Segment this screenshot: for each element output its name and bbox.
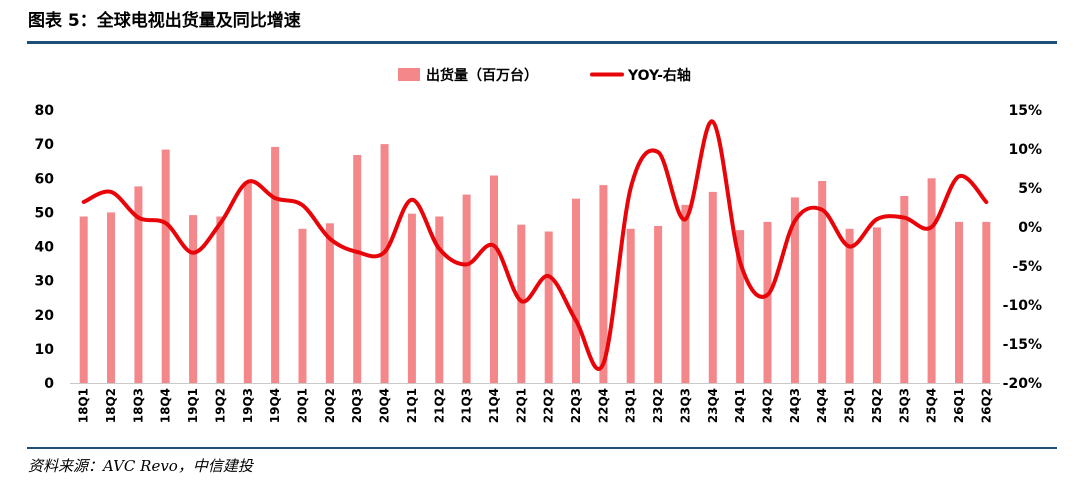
bar [572, 198, 580, 383]
bar [325, 223, 334, 383]
right-tick-label: -5% [1012, 259, 1042, 275]
legend-bar-swatch [398, 68, 420, 81]
left-tick-label: 80 [35, 103, 55, 119]
line-series [81, 119, 989, 371]
x-tick-label: 25Q3 [897, 388, 911, 423]
left-tick-label: 30 [35, 274, 55, 290]
x-tick-label: 20Q2 [323, 388, 337, 423]
left-tick-label: 40 [35, 240, 55, 256]
right-tick-label: -15% [1003, 337, 1042, 353]
x-tick-label: 18Q4 [159, 388, 173, 423]
x-tick-label: 20Q3 [350, 388, 364, 423]
bar [462, 194, 471, 383]
x-tick-label: 24Q4 [815, 388, 829, 423]
legend-bar-label: 出货量（百万台） [426, 67, 538, 84]
x-tick-label: 21Q2 [432, 388, 446, 423]
left-tick-label: 70 [35, 137, 55, 153]
bar [271, 146, 280, 383]
x-tick-label: 19Q1 [186, 388, 200, 423]
bar [243, 183, 252, 383]
bar [161, 149, 170, 383]
bar [407, 213, 416, 383]
left-tick-label: 10 [35, 342, 55, 358]
left-tick-label: 50 [35, 205, 55, 221]
x-tick-label: 23Q1 [624, 388, 638, 423]
bar [927, 178, 936, 384]
x-tick-label: 24Q2 [761, 388, 775, 423]
bar [736, 230, 745, 383]
x-tick-label: 18Q1 [77, 388, 91, 423]
bar [216, 216, 225, 383]
title-rule [27, 41, 1057, 44]
bar [845, 228, 854, 383]
x-tick-label: 26Q1 [952, 388, 966, 423]
bar [599, 185, 608, 383]
bar [626, 228, 635, 383]
bar [107, 212, 115, 383]
right-tick-label: 5% [1018, 181, 1042, 197]
bar [790, 197, 799, 383]
x-tick-label: 18Q2 [104, 388, 118, 423]
x-tick-label: 19Q4 [268, 388, 282, 423]
x-tick-label: 21Q1 [405, 388, 419, 423]
x-tick-label: 25Q4 [925, 388, 939, 423]
bar [982, 221, 991, 383]
bar [763, 221, 772, 383]
x-tick-label: 22Q4 [596, 388, 610, 423]
bar [435, 216, 444, 383]
x-tick-label: 23Q4 [706, 388, 720, 423]
bar-series [79, 144, 991, 384]
x-tick-label: 21Q4 [487, 388, 501, 423]
source-note: 资料来源：AVC Revo，中信建投 [28, 457, 253, 475]
right-tick-label: -10% [1003, 298, 1042, 314]
right-tick-label: -20% [1003, 376, 1042, 392]
x-tick-label: 23Q2 [651, 388, 665, 423]
legend-line-label: YOY-右轴 [627, 67, 691, 84]
right-tick-label: 0% [1018, 220, 1042, 236]
left-tick-label: 20 [35, 308, 55, 324]
x-tick-label: 23Q3 [678, 388, 692, 423]
bar [900, 196, 909, 383]
x-tick-label: 20Q4 [378, 388, 392, 423]
yoy-line [81, 119, 989, 371]
footer-rule [27, 447, 1057, 449]
bar [380, 144, 389, 383]
x-tick-label: 20Q1 [296, 388, 310, 423]
x-tick-label: 18Q3 [131, 388, 145, 423]
bar [654, 226, 663, 383]
bar [708, 191, 717, 383]
x-tick-label: 19Q2 [213, 388, 227, 423]
x-tick-label: 24Q1 [733, 388, 747, 423]
x-tick-label: 24Q3 [788, 388, 802, 423]
bar [818, 181, 827, 383]
bar [79, 216, 88, 383]
right-tick-label: 15% [1008, 103, 1042, 119]
x-tick-label: 22Q1 [514, 388, 528, 423]
bar [681, 204, 690, 383]
bar [490, 175, 498, 383]
left-tick-label: 0 [44, 376, 54, 392]
x-tick-label: 25Q1 [843, 388, 857, 423]
bar [955, 221, 963, 383]
x-tick-label: 21Q3 [460, 388, 474, 423]
x-tick-label: 26Q2 [979, 388, 993, 423]
bar [353, 155, 362, 383]
bar [872, 227, 881, 383]
x-tick-label: 22Q3 [569, 388, 583, 423]
chart-title: 图表 5：全球电视出货量及同比增速 [28, 11, 301, 31]
x-tick-label: 22Q2 [542, 388, 556, 423]
right-tick-label: 10% [1008, 142, 1042, 158]
x-tick-label: 25Q2 [870, 388, 884, 423]
bar [517, 224, 526, 383]
bar [134, 186, 143, 383]
bar [189, 215, 198, 383]
legend: 出货量（百万台） YOY-右轴 [398, 67, 691, 84]
bar [298, 228, 307, 383]
bar [544, 231, 553, 383]
axes: 0 10 20 30 40 50 60 70 80 -20% -15% -10% -5% 0% 5% 10% 1… [35, 103, 1042, 423]
left-tick-label: 60 [35, 171, 55, 187]
x-tick-label: 19Q3 [241, 388, 255, 423]
